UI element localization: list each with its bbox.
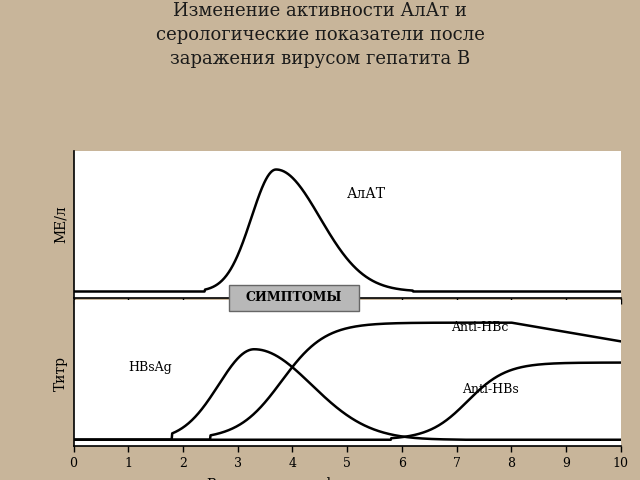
Text: АлАТ: АлАТ [348,187,386,201]
X-axis label: Время после инфицирования, месяцы: Время после инфицирования, месяцы [207,477,487,480]
Text: HBsAg: HBsAg [128,360,172,373]
Text: СИМПТОМЫ: СИМПТОМЫ [246,291,342,304]
Text: Anti-HBc: Anti-HBc [451,321,509,334]
Y-axis label: Титр: Титр [54,356,68,391]
Text: Изменение активности АлАт и
серологические показатели после
заражения вирусом ге: Изменение активности АлАт и серологическ… [156,2,484,68]
Text: Anti-HBs: Anti-HBs [462,383,519,396]
Y-axis label: МЕ/л: МЕ/л [54,205,68,243]
